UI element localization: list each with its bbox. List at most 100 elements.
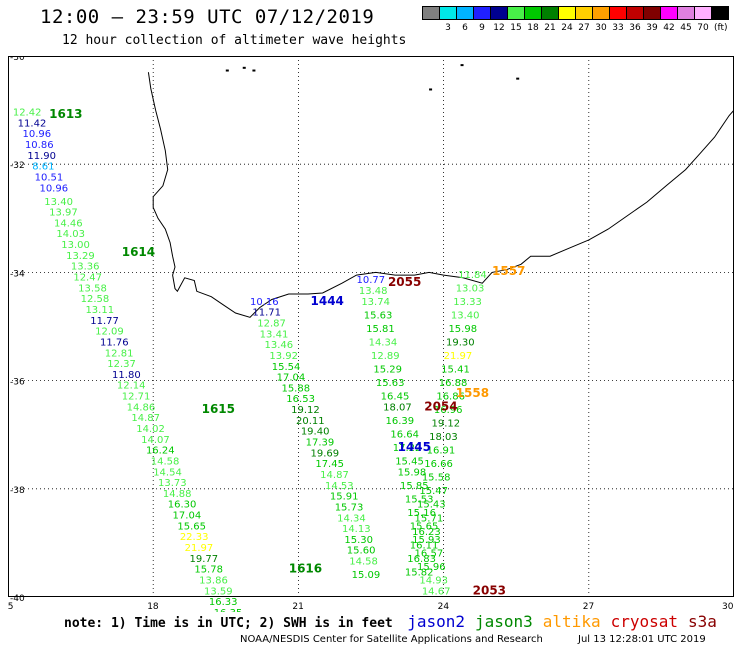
wave-height-reading: 11.84	[458, 270, 487, 281]
pass-number-label: 1615	[202, 402, 235, 416]
wave-height-reading: 15.98	[448, 324, 477, 335]
islet	[460, 64, 464, 67]
latitude-tick-label: -36	[10, 378, 25, 388]
wave-height-reading: 13.36	[71, 262, 100, 273]
wave-height-reading: 13.46	[265, 340, 294, 351]
wave-height-reading: 20.11	[296, 416, 325, 427]
wave-height-reading: 12.09	[95, 327, 124, 338]
wave-height-reading: 14.87	[320, 470, 349, 481]
scale-tick-label: 24	[561, 23, 573, 33]
wave-height-reading: 15.45	[395, 456, 424, 467]
wave-height-reading: 19.77	[190, 554, 219, 565]
wave-height-reading: 13.58	[78, 283, 107, 294]
pass-number-label: 1613	[49, 107, 82, 121]
scale-swatch	[524, 6, 542, 20]
legend-note: note: 1) Time is in UTC; 2) SWH is in fe…	[64, 616, 393, 631]
scale-tick-label: 18	[527, 23, 539, 33]
scale-tick-label: 3	[445, 23, 451, 33]
latitude-tick-label: -38	[10, 486, 25, 496]
scale-unit: (ft)	[714, 23, 728, 33]
wave-height-reading: 15.73	[335, 502, 364, 513]
pass-number-label: 1614	[122, 245, 155, 259]
wave-height-reading: 21.97	[185, 543, 214, 554]
scale-tick-label: 21	[544, 23, 556, 33]
wave-height-reading: 15.65	[410, 521, 439, 532]
wave-height-reading: 14.58	[349, 557, 378, 568]
wave-height-reading: 19.69	[311, 448, 340, 459]
pass-number-label: 2053	[473, 583, 506, 597]
wave-height-reading: 17.45	[315, 459, 344, 470]
footer-timestamp: Jul 13 12:28:01 UTC 2019	[578, 634, 706, 645]
wave-height-reading: 16.88	[439, 378, 468, 389]
scale-swatch	[541, 6, 559, 20]
wave-height-reading: 18.07	[383, 402, 412, 413]
scale-tick-label: 36	[629, 23, 641, 33]
scale-swatch	[490, 6, 508, 20]
wave-height-reading: 13.29	[66, 251, 95, 262]
wave-height-reading: 12.37	[107, 359, 136, 370]
wave-height-reading: 16.33	[209, 597, 238, 608]
longitude-tick-label: 24	[438, 602, 450, 612]
scale-swatch	[694, 6, 712, 20]
scale-tick-label: 30	[595, 23, 607, 33]
color-scale-swatches	[422, 6, 729, 20]
longitude-tick-label: 27	[583, 602, 594, 612]
islet	[225, 69, 229, 72]
scale-tick-label: 70	[697, 23, 709, 33]
wave-height-reading: 15.71	[415, 513, 444, 524]
color-scale-ticks: 3 6 9 12 15 18 21 24 27 30 33 36 39 42 45 70 (ft)	[422, 23, 728, 35]
wave-height-reading: 11.71	[252, 308, 281, 319]
wave-height-reading: 15.78	[194, 565, 223, 576]
wave-height-reading: 19.40	[301, 427, 330, 438]
wave-height-reading: 16.91	[427, 446, 456, 457]
footer-credit: NOAA/NESDIS Center for Satellite Applica…	[240, 634, 543, 645]
wave-height-reading: 19.30	[446, 337, 475, 348]
wave-height-reading: 16.86	[436, 392, 465, 403]
wave-height-reading: 15.65	[177, 521, 206, 532]
wave-height-reading: 14.58	[151, 456, 180, 467]
wave-height-reading: 15.30	[344, 535, 373, 546]
wave-height-reading: 11.77	[90, 316, 119, 327]
wave-height-reading: 13.33	[453, 297, 482, 308]
islet	[429, 88, 433, 91]
wave-height-reading: 19.12	[291, 405, 320, 416]
islet	[516, 77, 520, 80]
wave-height-reading: 17.04	[277, 373, 306, 384]
pass-number-label: 2054	[424, 399, 457, 413]
wave-height-reading: 12.89	[371, 351, 400, 362]
wave-height-reading: 15.93	[412, 535, 441, 546]
wave-height-reading: 15.91	[330, 492, 359, 503]
wave-height-reading: 13.40	[44, 197, 73, 208]
wave-height-reading: 16.66	[424, 459, 453, 470]
wave-height-color-scale: 3 6 9 12 15 18 21 24 27 30 33 36 39 42 45 70 (ft)	[422, 6, 729, 35]
wave-height-reading: 15.09	[352, 570, 381, 581]
wave-height-reading: 14.93	[419, 575, 448, 586]
wave-height-reading: 14.02	[136, 424, 165, 435]
scale-tick-label: 9	[479, 23, 485, 33]
pass-number-label: 1557	[492, 264, 525, 278]
wave-height-reading: 15.63	[364, 310, 393, 321]
pass-number-label: 2055	[388, 275, 421, 289]
wave-height-reading: 14.67	[422, 586, 451, 597]
wave-height-reading: 14.86	[127, 402, 156, 413]
wave-height-reading: 16.11	[410, 540, 439, 551]
wave-height-reading: 16.53	[286, 394, 315, 405]
wave-height-reading: 14.87	[131, 413, 160, 424]
wave-height-reading: 10.96	[23, 129, 52, 140]
wave-height-reading: 17.22	[393, 443, 422, 454]
longitude-tick-label: 21	[292, 602, 303, 612]
longitude-tick-label: 15	[8, 602, 13, 612]
coastline	[147, 72, 734, 318]
wave-height-reading: 13.48	[359, 286, 388, 297]
wave-height-reading: 14.88	[163, 489, 192, 500]
wave-height-reading: 14.54	[153, 467, 182, 478]
wave-height-reading: 11.42	[18, 118, 47, 129]
scale-tick-label: 27	[578, 23, 590, 33]
wave-height-reading: 15.16	[407, 508, 436, 519]
wave-height-reading: 21.97	[444, 351, 473, 362]
wave-height-reading: 10.86	[25, 140, 54, 151]
longitude-tick-label: 18	[147, 602, 159, 612]
wave-height-reading: 13.97	[49, 208, 78, 219]
pass-number-label: 1445	[398, 440, 431, 454]
